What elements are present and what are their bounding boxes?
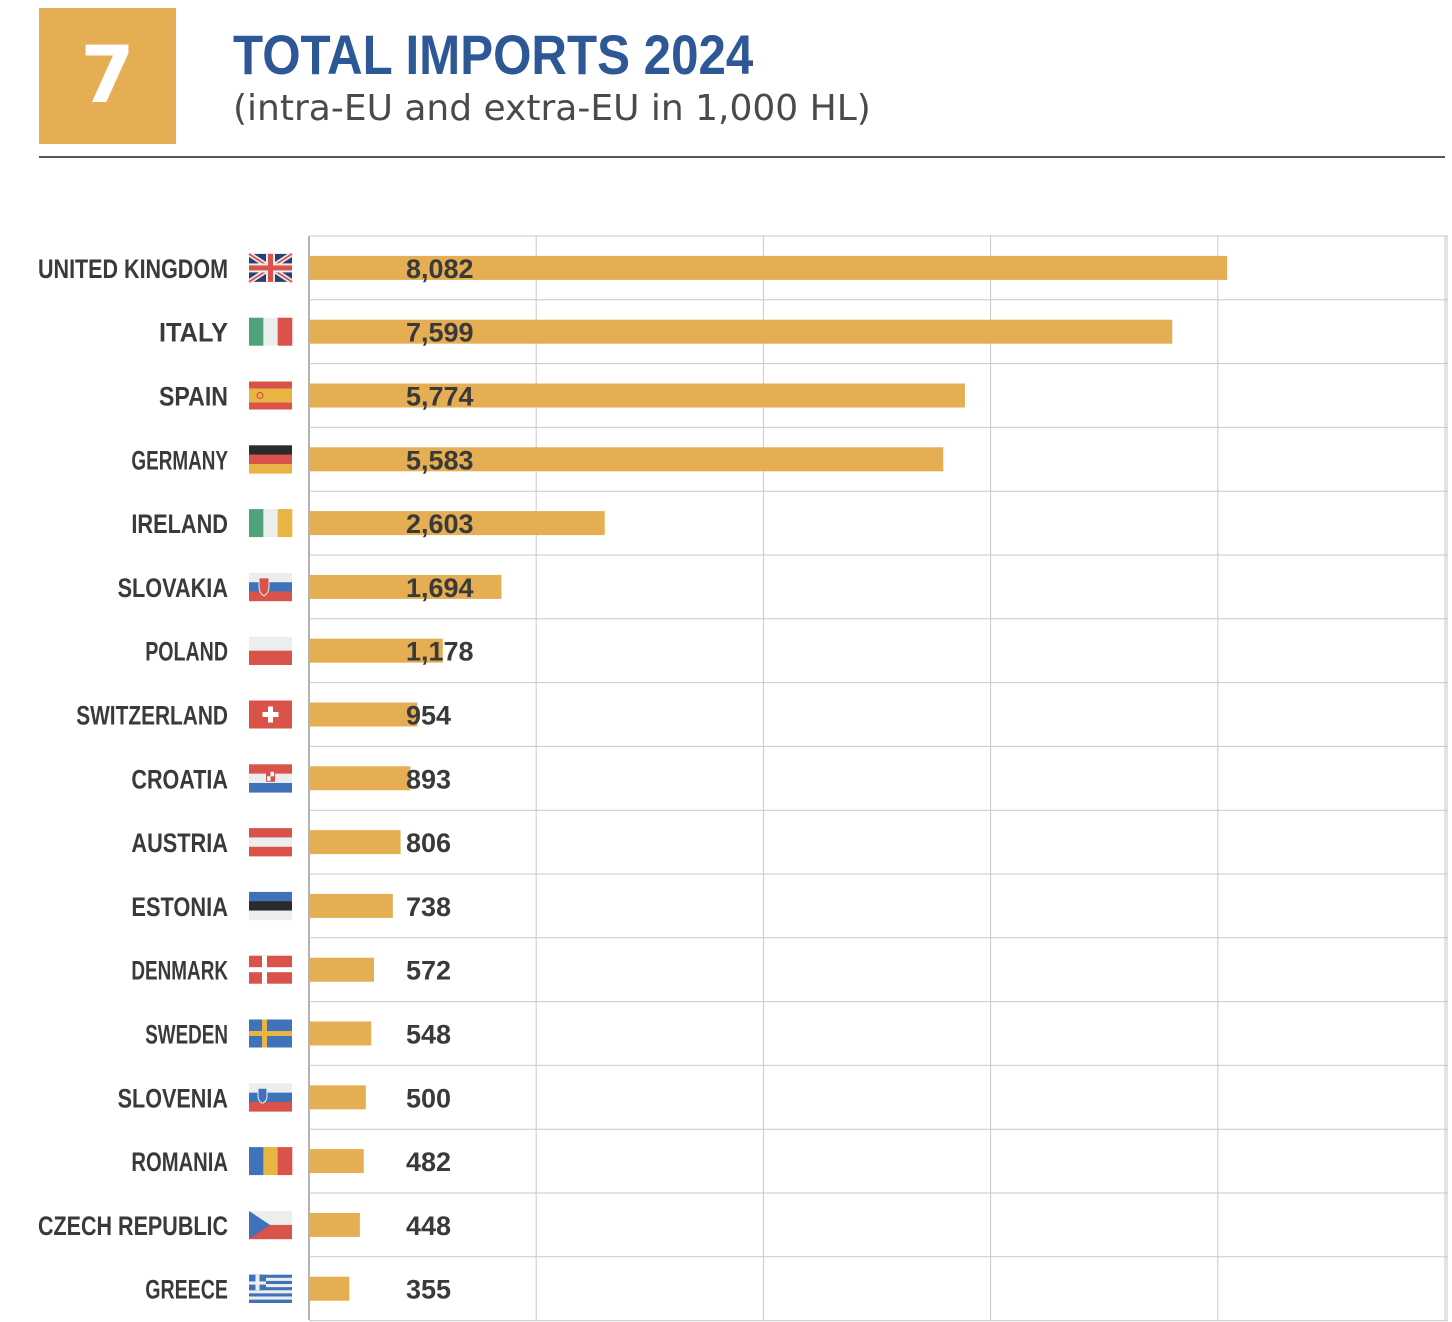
value-label: 1,694 bbox=[406, 573, 474, 603]
category-label: POLAND bbox=[145, 637, 228, 667]
category-label: IRELAND bbox=[131, 509, 228, 539]
value-label: 2,603 bbox=[406, 509, 474, 539]
bar bbox=[309, 893, 393, 918]
value-label: 738 bbox=[406, 892, 451, 922]
bar bbox=[309, 447, 944, 472]
chart-title: TOTAL IMPORTS 2024 bbox=[233, 23, 754, 86]
bar bbox=[309, 383, 965, 408]
value-label: 806 bbox=[406, 828, 451, 858]
greece-flag-icon bbox=[249, 1274, 292, 1303]
croatia-flag-icon bbox=[249, 764, 292, 793]
value-label: 8,082 bbox=[406, 254, 474, 284]
bar bbox=[309, 702, 418, 727]
category-label: GREECE bbox=[145, 1275, 228, 1305]
category-label: SPAIN bbox=[159, 382, 228, 412]
value-label: 5,583 bbox=[406, 445, 474, 475]
austria-flag-icon bbox=[249, 828, 292, 857]
category-label: ITALY bbox=[159, 318, 228, 348]
slovenia-flag-icon bbox=[249, 1083, 292, 1112]
value-label: 572 bbox=[406, 956, 451, 986]
category-label: GERMANY bbox=[131, 445, 228, 475]
bar bbox=[309, 1276, 350, 1301]
poland-flag-icon bbox=[249, 636, 292, 665]
bar bbox=[309, 1021, 372, 1046]
category-label: ROMANIA bbox=[131, 1147, 228, 1177]
category-label: ESTONIA bbox=[131, 892, 228, 922]
germany-flag-icon bbox=[249, 445, 292, 474]
bar bbox=[309, 1149, 364, 1174]
value-label: 548 bbox=[406, 1020, 451, 1050]
bar bbox=[309, 957, 374, 982]
bar bbox=[309, 511, 605, 536]
chart-subtitle: (intra-EU and extra-EU in 1,000 HL) bbox=[233, 88, 871, 129]
bar bbox=[309, 319, 1173, 344]
section-number: 7 bbox=[80, 31, 135, 121]
category-label: SLOVAKIA bbox=[118, 573, 228, 603]
bar bbox=[309, 574, 502, 599]
value-label: 7,599 bbox=[406, 318, 474, 348]
bar bbox=[309, 255, 1228, 280]
value-label: 1,178 bbox=[406, 637, 474, 667]
estonia-flag-icon bbox=[249, 891, 292, 921]
sweden-flag-icon bbox=[249, 1019, 292, 1048]
slovakia-flag-icon bbox=[249, 572, 292, 602]
value-label: 448 bbox=[406, 1211, 451, 1241]
bar bbox=[309, 638, 443, 663]
czech-republic-flag-icon bbox=[249, 1210, 292, 1240]
category-label: AUSTRIA bbox=[131, 828, 228, 858]
value-label: 5,774 bbox=[406, 382, 474, 412]
switzerland-flag-icon bbox=[249, 700, 292, 729]
value-label: 954 bbox=[406, 701, 451, 731]
denmark-flag-icon bbox=[249, 955, 292, 984]
romania-flag-icon bbox=[249, 1147, 293, 1176]
category-label: CZECH REPUBLIC bbox=[38, 1211, 228, 1241]
header-divider bbox=[39, 156, 1445, 158]
bar bbox=[309, 1085, 366, 1110]
section-number-badge: 7 bbox=[39, 8, 176, 144]
category-label: SWEDEN bbox=[145, 1020, 228, 1050]
value-label: 355 bbox=[406, 1275, 451, 1305]
bar bbox=[309, 1212, 360, 1237]
value-label: 482 bbox=[406, 1147, 451, 1177]
category-label: UNITED KINGDOM bbox=[38, 254, 228, 284]
value-label: 893 bbox=[406, 764, 451, 794]
uk-flag-icon bbox=[247, 251, 294, 284]
spain-flag-icon bbox=[249, 381, 292, 410]
bar bbox=[309, 766, 411, 791]
italy-flag-icon bbox=[249, 317, 293, 346]
category-label: DENMARK bbox=[131, 956, 228, 986]
category-label: SLOVENIA bbox=[118, 1083, 228, 1113]
value-label: 500 bbox=[406, 1083, 451, 1113]
bar bbox=[309, 830, 401, 855]
category-label: SWITZERLAND bbox=[76, 701, 228, 731]
category-label: CROATIA bbox=[131, 764, 228, 794]
ireland-flag-icon bbox=[249, 509, 293, 538]
